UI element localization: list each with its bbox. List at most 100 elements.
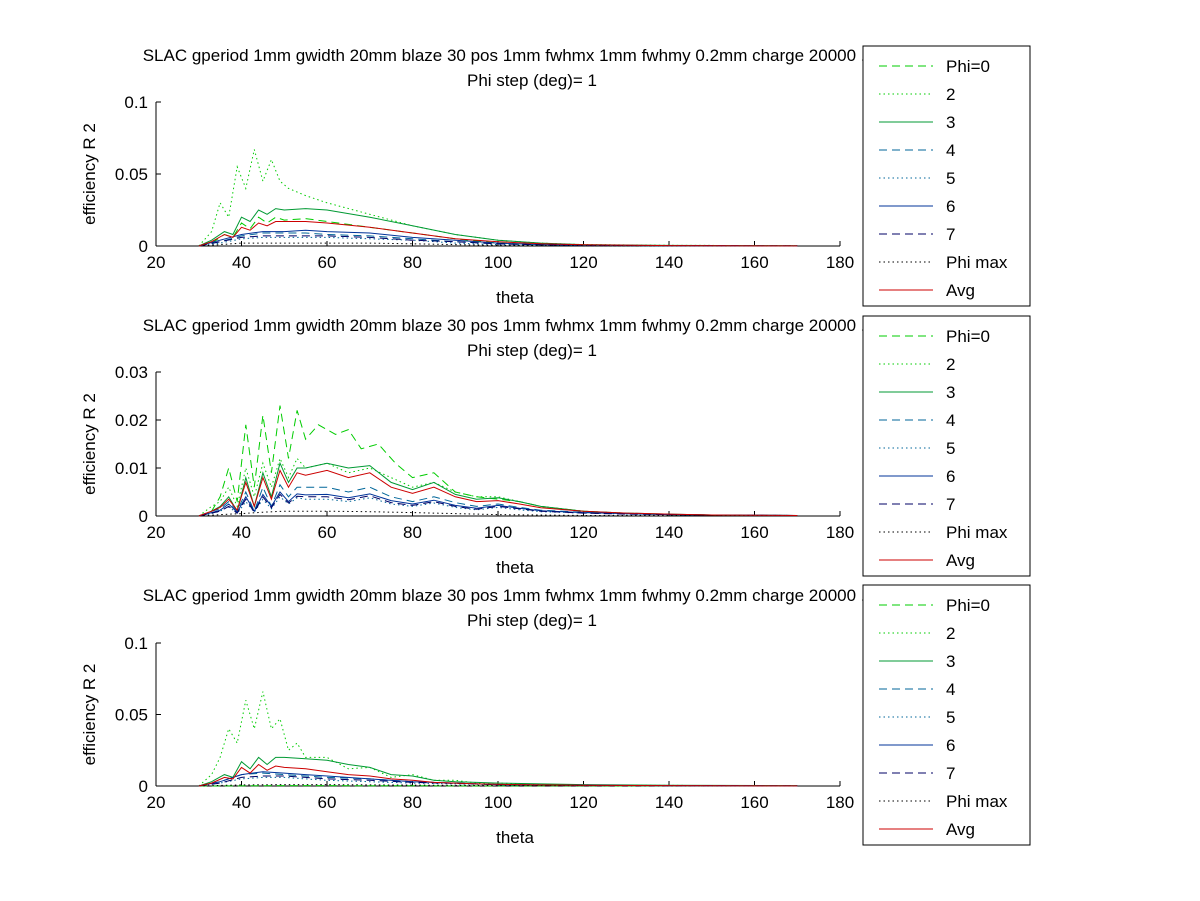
- legend-entry: Phi=0: [946, 57, 990, 76]
- legend-entry: 7: [946, 495, 955, 514]
- legend-entry: Avg: [946, 820, 975, 839]
- x-tick-label: 180: [826, 523, 854, 542]
- series-line: [198, 235, 798, 247]
- y-tick-label: 0.1: [124, 634, 148, 653]
- x-tick-label: 140: [655, 253, 683, 272]
- y-tick-label: 0: [139, 507, 148, 526]
- y-tick-label: 0.03: [115, 363, 148, 382]
- x-axis-label: theta: [496, 558, 534, 577]
- x-axis-label: theta: [496, 288, 534, 307]
- y-tick-label: 0.02: [115, 411, 148, 430]
- series-line: [198, 236, 798, 247]
- legend-box: [862, 315, 1031, 577]
- x-tick-label: 180: [826, 253, 854, 272]
- legend: Phi=0 2 3 4 5 6 7 Phi max Avg: [862, 315, 1031, 577]
- legend-entry: 7: [946, 764, 955, 783]
- y-tick-label: 0.05: [115, 165, 148, 184]
- x-tick-label: 40: [232, 793, 251, 812]
- y-tick-label: 0.05: [115, 706, 148, 725]
- x-tick-label: 60: [318, 793, 337, 812]
- legend-entry: Phi max: [946, 253, 1008, 272]
- series-line: [198, 469, 798, 517]
- legend-entry: Avg: [946, 281, 975, 300]
- legend-entry: 2: [946, 355, 955, 374]
- x-tick-label: 160: [740, 793, 768, 812]
- x-tick-label: 20: [147, 253, 166, 272]
- legend-entry: 2: [946, 85, 955, 104]
- subplot-1: SLAC gperiod 1mm gwidth 20mm blaze 30 po…: [80, 45, 1031, 307]
- series-line: [198, 756, 798, 787]
- legend-entry: Avg: [946, 551, 975, 570]
- subplot-2: SLAC gperiod 1mm gwidth 20mm blaze 30 po…: [80, 315, 1031, 577]
- legend-entry: Phi max: [946, 523, 1008, 542]
- legend-entry: 5: [946, 169, 955, 188]
- x-tick-label: 60: [318, 253, 337, 272]
- legend-entry: 6: [946, 467, 955, 486]
- chart-subtitle: Phi step (deg)= 1: [467, 71, 597, 90]
- legend-entry: 5: [946, 708, 955, 727]
- series-line: [198, 232, 798, 247]
- series-line: [198, 510, 798, 517]
- chart-title: SLAC gperiod 1mm gwidth 20mm blaze 30 po…: [143, 586, 922, 605]
- series-line: [198, 493, 798, 517]
- x-tick-label: 160: [740, 523, 768, 542]
- subplot-3: SLAC gperiod 1mm gwidth 20mm blaze 30 po…: [80, 584, 1031, 847]
- x-tick-label: 40: [232, 253, 251, 272]
- legend-box: [862, 584, 1031, 846]
- y-tick-label: 0: [139, 237, 148, 256]
- x-tick-label: 40: [232, 523, 251, 542]
- x-axis-label: theta: [496, 828, 534, 847]
- legend-box: [862, 45, 1031, 307]
- legend-entry: 3: [946, 652, 955, 671]
- legend-entry: Phi max: [946, 792, 1008, 811]
- series-line: [198, 208, 798, 247]
- x-tick-label: 120: [569, 523, 597, 542]
- x-tick-label: 100: [484, 793, 512, 812]
- legend-entry: 3: [946, 113, 955, 132]
- series-line: [198, 405, 798, 517]
- legend: Phi=0 2 3 4 5 6 7 Phi max Avg: [862, 584, 1031, 846]
- series-line: [198, 461, 798, 517]
- x-tick-label: 180: [826, 793, 854, 812]
- y-tick-label: 0.1: [124, 93, 148, 112]
- series-line: [198, 221, 798, 247]
- x-tick-label: 120: [569, 793, 597, 812]
- x-tick-label: 140: [655, 793, 683, 812]
- y-axis-label: efficiency R 2: [80, 123, 99, 225]
- chart-title: SLAC gperiod 1mm gwidth 20mm blaze 30 po…: [143, 316, 922, 335]
- x-tick-label: 80: [403, 793, 422, 812]
- series-line: [198, 763, 798, 787]
- y-tick-label: 0.01: [115, 459, 148, 478]
- x-tick-label: 80: [403, 253, 422, 272]
- legend-entry: 5: [946, 439, 955, 458]
- x-tick-label: 100: [484, 253, 512, 272]
- chart-subtitle: Phi step (deg)= 1: [467, 341, 597, 360]
- legend: Phi=0 2 3 4 5 6 7 Phi max Avg: [862, 45, 1031, 307]
- legend-entry: 4: [946, 141, 955, 160]
- x-tick-label: 160: [740, 253, 768, 272]
- x-tick-label: 120: [569, 253, 597, 272]
- legend-entry: 7: [946, 225, 955, 244]
- legend-entry: Phi=0: [946, 327, 990, 346]
- chart-subtitle: Phi step (deg)= 1: [467, 611, 597, 630]
- legend-entry: 6: [946, 736, 955, 755]
- legend-entry: 3: [946, 383, 955, 402]
- series-line: [198, 691, 798, 787]
- y-axis-label: efficiency R 2: [80, 664, 99, 766]
- legend-entry: 2: [946, 624, 955, 643]
- x-tick-label: 140: [655, 523, 683, 542]
- y-tick-label: 0: [139, 777, 148, 796]
- x-tick-label: 20: [147, 793, 166, 812]
- x-tick-label: 80: [403, 523, 422, 542]
- series-line: [198, 149, 798, 247]
- y-axis-label: efficiency R 2: [80, 393, 99, 495]
- legend-entry: 6: [946, 197, 955, 216]
- chart-title: SLAC gperiod 1mm gwidth 20mm blaze 30 po…: [143, 46, 922, 65]
- x-tick-label: 100: [484, 523, 512, 542]
- series-line: [198, 242, 798, 247]
- legend-entry: Phi=0: [946, 596, 990, 615]
- legend-entry: 4: [946, 680, 955, 699]
- x-tick-label: 60: [318, 523, 337, 542]
- legend-entry: 4: [946, 411, 955, 430]
